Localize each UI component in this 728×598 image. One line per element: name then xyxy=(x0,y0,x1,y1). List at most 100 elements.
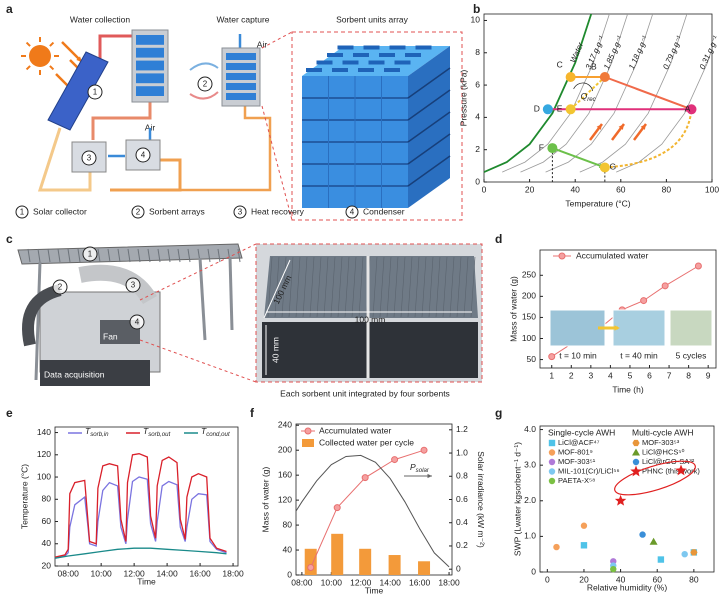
y2-tick-label: 0.6 xyxy=(456,494,468,504)
panel-tube xyxy=(167,248,171,263)
x-axis-label: Relative humidity (%) xyxy=(587,582,667,592)
y-tick-label: 100 xyxy=(37,471,51,481)
array-cell xyxy=(358,68,374,72)
y-tick-label: 100 xyxy=(522,333,536,343)
sorbent-layer xyxy=(136,73,164,84)
data-point xyxy=(614,494,627,506)
data-point xyxy=(580,542,588,549)
y-tick-label: 0 xyxy=(287,569,292,579)
y-tick-label: 20 xyxy=(42,560,52,570)
arrow-head xyxy=(427,473,432,479)
point-label: E xyxy=(557,104,563,114)
pipe xyxy=(110,158,182,192)
mesh-line xyxy=(435,256,441,318)
solar-collector xyxy=(47,51,109,131)
legend-label: LiCl@HCS⁵⁰ xyxy=(642,447,684,456)
mesh-line xyxy=(372,256,378,318)
legend-marker xyxy=(548,439,556,447)
data-point xyxy=(580,522,588,529)
y2-tick-label: 0 xyxy=(456,563,461,573)
y-tick-label: 50 xyxy=(527,354,537,364)
x-tick-label: 12:00 xyxy=(350,577,372,587)
y-tick-label: 160 xyxy=(278,469,292,479)
legend-title: Multi-cycle AWH xyxy=(632,427,694,437)
panel-label: d xyxy=(495,232,502,246)
y-tick-label: 140 xyxy=(37,427,51,437)
pipe xyxy=(165,105,272,192)
state-point xyxy=(599,72,610,82)
data-point xyxy=(681,550,688,558)
array-cell xyxy=(363,45,380,50)
y2-tick-label: 0.4 xyxy=(456,517,468,527)
legend-label: PAETA-X⁵⁸ xyxy=(558,476,595,485)
y-tick-label: 2.0 xyxy=(524,495,536,505)
callout-number: 1 xyxy=(88,250,93,259)
callout-circle xyxy=(82,246,98,262)
y-tick-label: 0 xyxy=(475,176,480,186)
y-tick-label: 4.0 xyxy=(524,424,536,434)
panel-tube xyxy=(147,248,151,263)
panel-tube xyxy=(187,248,191,263)
y-tick-label: 3.0 xyxy=(524,459,536,469)
sorbent-layer xyxy=(226,83,256,90)
y2-tick-label: 0.2 xyxy=(456,540,468,550)
plot-frame xyxy=(483,13,713,183)
mesh-line xyxy=(309,256,315,318)
mesh-line xyxy=(302,256,308,318)
callout-circle xyxy=(87,84,103,100)
callout-number: 4 xyxy=(135,318,140,327)
y-tick-label: 120 xyxy=(278,494,292,504)
array-cell xyxy=(332,68,348,72)
cycle-arrow xyxy=(189,62,219,71)
y2-tick-label: 1.2 xyxy=(456,424,468,434)
panel-tube xyxy=(137,248,141,263)
panel-tube xyxy=(207,248,211,263)
data-point xyxy=(361,474,369,482)
inset-label: t = 10 min xyxy=(559,350,597,360)
annotation: Psolar xyxy=(410,462,430,473)
array-row xyxy=(407,111,451,143)
data-point xyxy=(333,504,341,512)
y-tick-label: 200 xyxy=(278,444,292,454)
pipe xyxy=(91,102,152,140)
x-tick-label: 14:00 xyxy=(380,577,402,587)
panel-tube xyxy=(37,248,41,263)
cycle-arrow xyxy=(189,91,219,100)
x-tick-label: 10:00 xyxy=(91,568,113,578)
isostere-curve xyxy=(579,14,688,173)
mesh-line xyxy=(407,256,413,318)
legend-label: Tsorb,in xyxy=(85,426,109,437)
bar xyxy=(331,533,344,575)
x-tick-label: 2 xyxy=(569,370,574,380)
arrow-head xyxy=(618,124,624,130)
isostere-curve xyxy=(502,14,610,173)
panel-tube xyxy=(47,248,51,263)
panel-label: f xyxy=(250,406,255,420)
sorbent-layer xyxy=(136,86,164,96)
sorbent-layer xyxy=(226,93,256,100)
y-tick-label: 80 xyxy=(42,494,52,504)
legend-label: Tcond,out xyxy=(201,426,230,437)
y-axis-label: SWP (Lwater kgsorbent⁻¹ d⁻¹) xyxy=(512,442,522,556)
x-axis-label: Time xyxy=(365,585,384,595)
panel-tube xyxy=(57,248,61,263)
x-tick-label: 16:00 xyxy=(409,577,431,587)
x-tick-label: 3 xyxy=(588,370,593,380)
array-row xyxy=(407,89,451,121)
y-tick-label: 10 xyxy=(471,15,481,25)
mesh-line xyxy=(470,256,476,318)
mesh-line xyxy=(323,256,329,318)
air-label: Air xyxy=(257,39,268,49)
annotation-arc xyxy=(573,82,593,92)
legend-circle xyxy=(15,205,29,219)
curve-label: 1.18 g g⁻¹ xyxy=(627,34,650,71)
bar xyxy=(359,548,372,575)
y-tick-label: 250 xyxy=(522,270,536,280)
arrow-head xyxy=(76,56,82,62)
mesh-line xyxy=(330,256,336,318)
x-tick-label: 10:00 xyxy=(321,577,343,587)
callout-circle xyxy=(52,279,68,295)
x-tick-label: 0 xyxy=(482,184,487,194)
highlight-ellipse xyxy=(614,460,696,496)
zoom-line xyxy=(139,339,257,383)
